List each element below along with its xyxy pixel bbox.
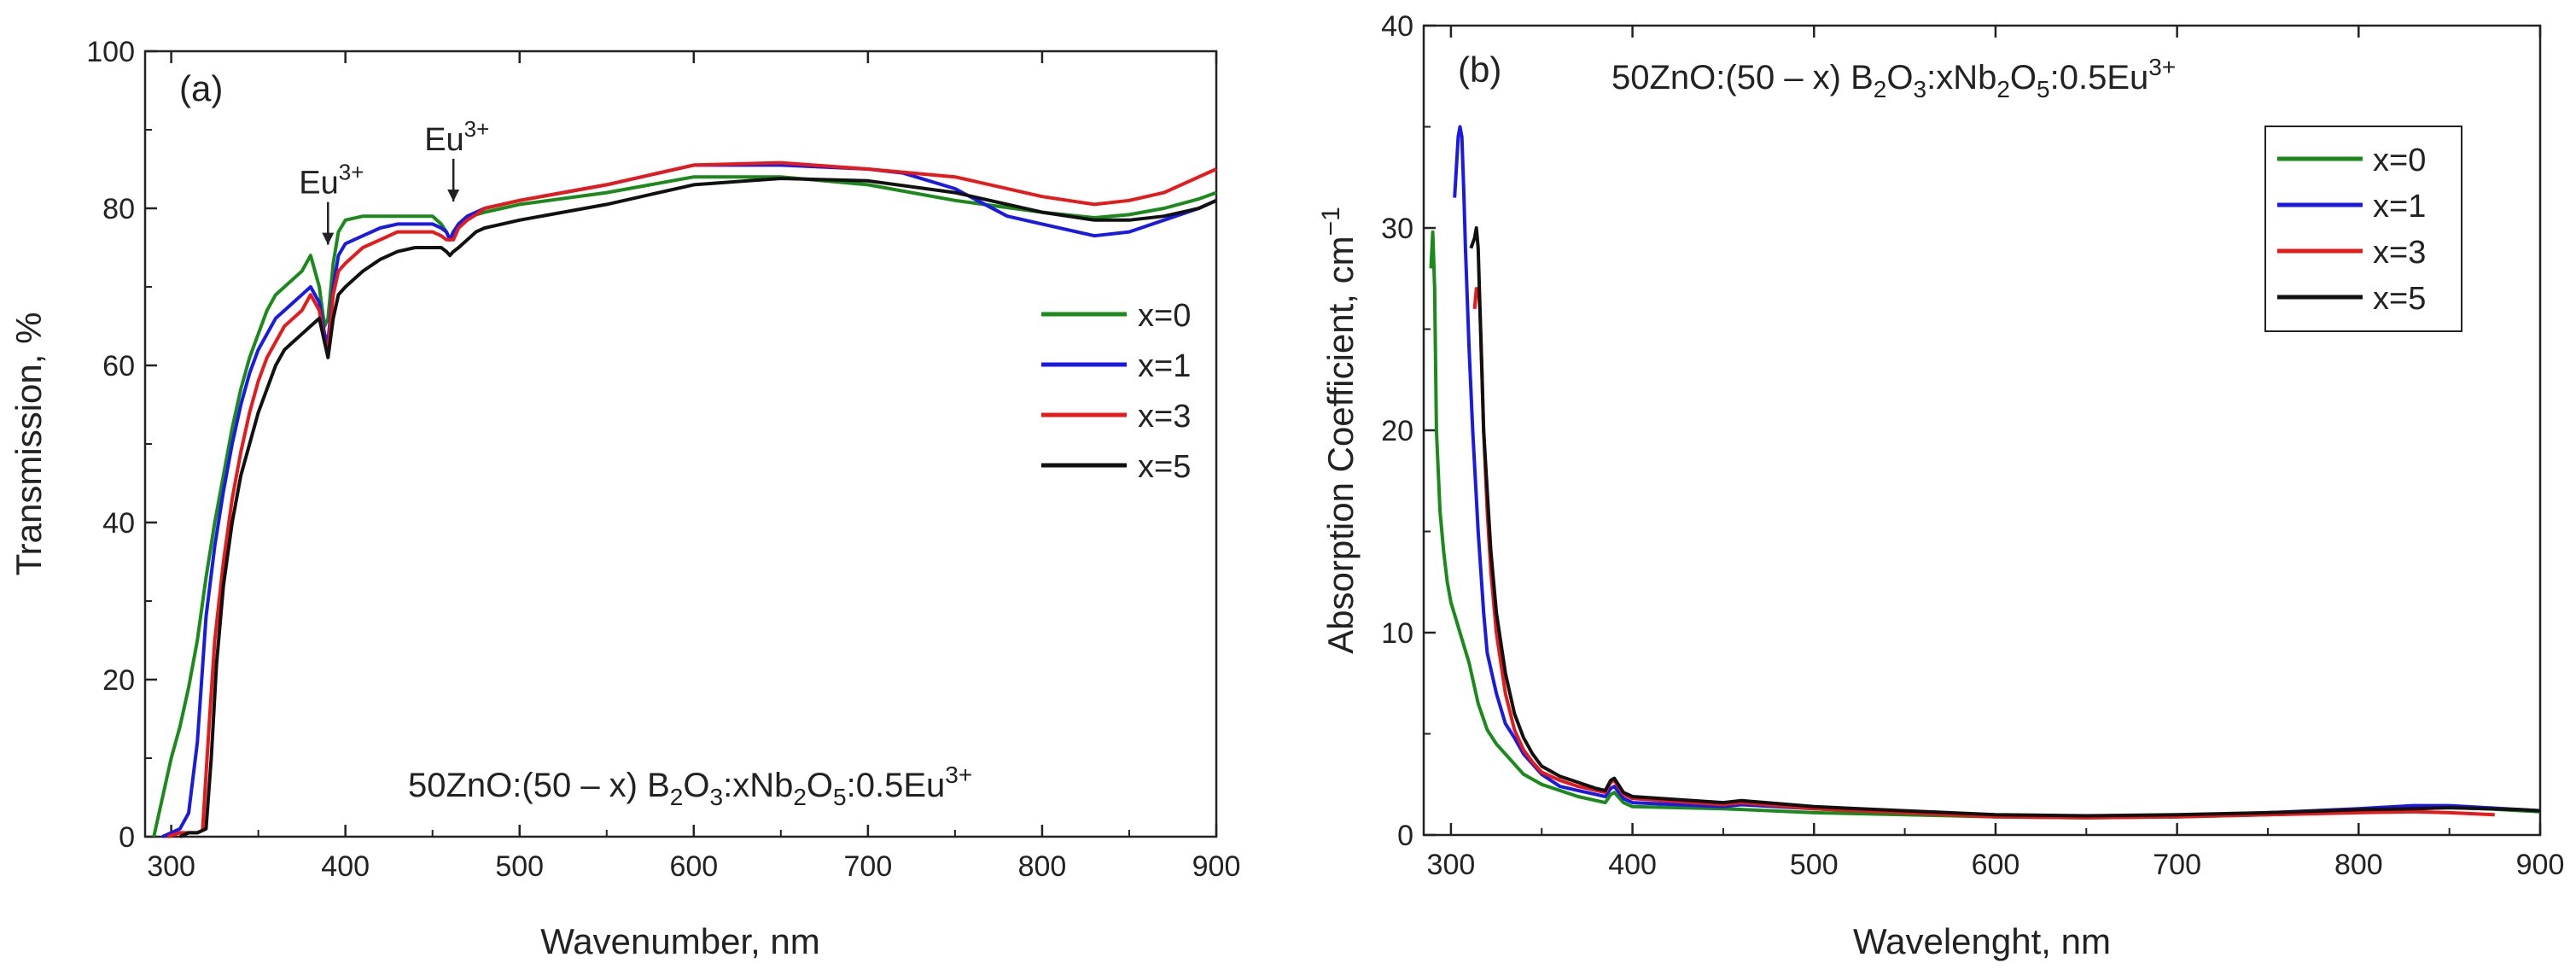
y-tick-label: 0 (1397, 820, 1413, 852)
x-tick-label: 600 (1972, 849, 2020, 881)
axis-ticks: 300 400 500 600 700 800 900 0 20 40 60 80 100 (86, 36, 1240, 883)
series-line-x-0 (152, 175, 1217, 838)
legend-label: x=3 (1138, 399, 1191, 435)
x-tick-label: 700 (844, 850, 893, 883)
y-tick-label: 30 (1381, 213, 1413, 245)
legend: x=0 x=1 x=3 x=5 (1041, 298, 1191, 485)
y-tick-label: 20 (102, 664, 135, 697)
x-tick-label: 700 (2153, 849, 2201, 881)
y-tick-label: 0 (119, 821, 135, 854)
legend: x=0 x=1 x=3 x=5 (2264, 126, 2462, 332)
series-lines (1429, 125, 2541, 820)
y-axis-title: Absorption Coefficient, cm−1 (1317, 207, 1361, 654)
legend-label: x=1 (1138, 348, 1191, 384)
x-tick-label: 800 (1018, 850, 1067, 883)
x-tick-label: 300 (1427, 849, 1476, 881)
legend-label: x=1 (2373, 189, 2426, 225)
x-tick-label: 500 (495, 850, 544, 883)
x-axis-title: Wavenumber, nm (540, 921, 820, 961)
composition-formula: 50ZnO:(50 – x) B2O3:xNb2O5:0.5Eu3+ (1611, 54, 2176, 102)
axis-ticks: 300 400 500 600 700 800 900 0 10 20 30 40 (1381, 10, 2564, 881)
y-tick-label: 60 (102, 350, 135, 382)
x-tick-label: 400 (1608, 849, 1657, 881)
series-line-x-5 (178, 177, 1217, 838)
panel-label: (a) (179, 68, 223, 108)
series-line-x-3 (166, 161, 1217, 838)
series-line-x-5 (1469, 226, 2541, 818)
legend-label: x=5 (2373, 281, 2426, 317)
series-lines (152, 161, 1217, 838)
y-tick-label: 40 (1381, 10, 1413, 43)
x-tick-label: 300 (147, 850, 195, 883)
composition-formula: 50ZnO:(50 – x) B2O3:xNb2O5:0.5Eu3+ (408, 762, 972, 810)
series-line-x-1 (161, 163, 1217, 838)
legend-label: x=0 (1138, 298, 1191, 334)
y-tick-label: 80 (102, 193, 135, 225)
annotation-label: Eu3+ (299, 160, 364, 201)
x-tick-label: 800 (2334, 849, 2383, 881)
panel-label: (b) (1458, 50, 1501, 90)
x-tick-label: 900 (1192, 850, 1241, 883)
annotation-arrowhead (322, 232, 335, 245)
x-tick-label: 400 (321, 850, 370, 883)
y-tick-label: 20 (1381, 415, 1413, 447)
y-tick-label: 100 (86, 36, 135, 68)
x-axis-title: Wavelenght, nm (1853, 921, 2111, 961)
annotation-arrowhead (447, 190, 460, 201)
y-tick-label: 40 (102, 507, 135, 540)
legend-label: x=3 (2373, 235, 2426, 271)
annotation-label: Eu3+ (424, 116, 489, 158)
y-axis-title: Transmission, % (9, 312, 49, 576)
legend-label: x=5 (1138, 449, 1191, 485)
x-tick-label: 900 (2516, 849, 2565, 881)
y-tick-label: 10 (1381, 617, 1413, 650)
series-line-x-3 (1472, 287, 2495, 820)
legend-label: x=0 (2373, 143, 2426, 178)
x-tick-label: 600 (669, 850, 718, 883)
annotations: Eu3+ Eu3+ (299, 116, 489, 245)
panel-b: 300 400 500 600 700 800 900 0 10 20 30 40 (b) 50ZnO… (1317, 10, 2564, 961)
x-tick-label: 500 (1790, 849, 1839, 881)
